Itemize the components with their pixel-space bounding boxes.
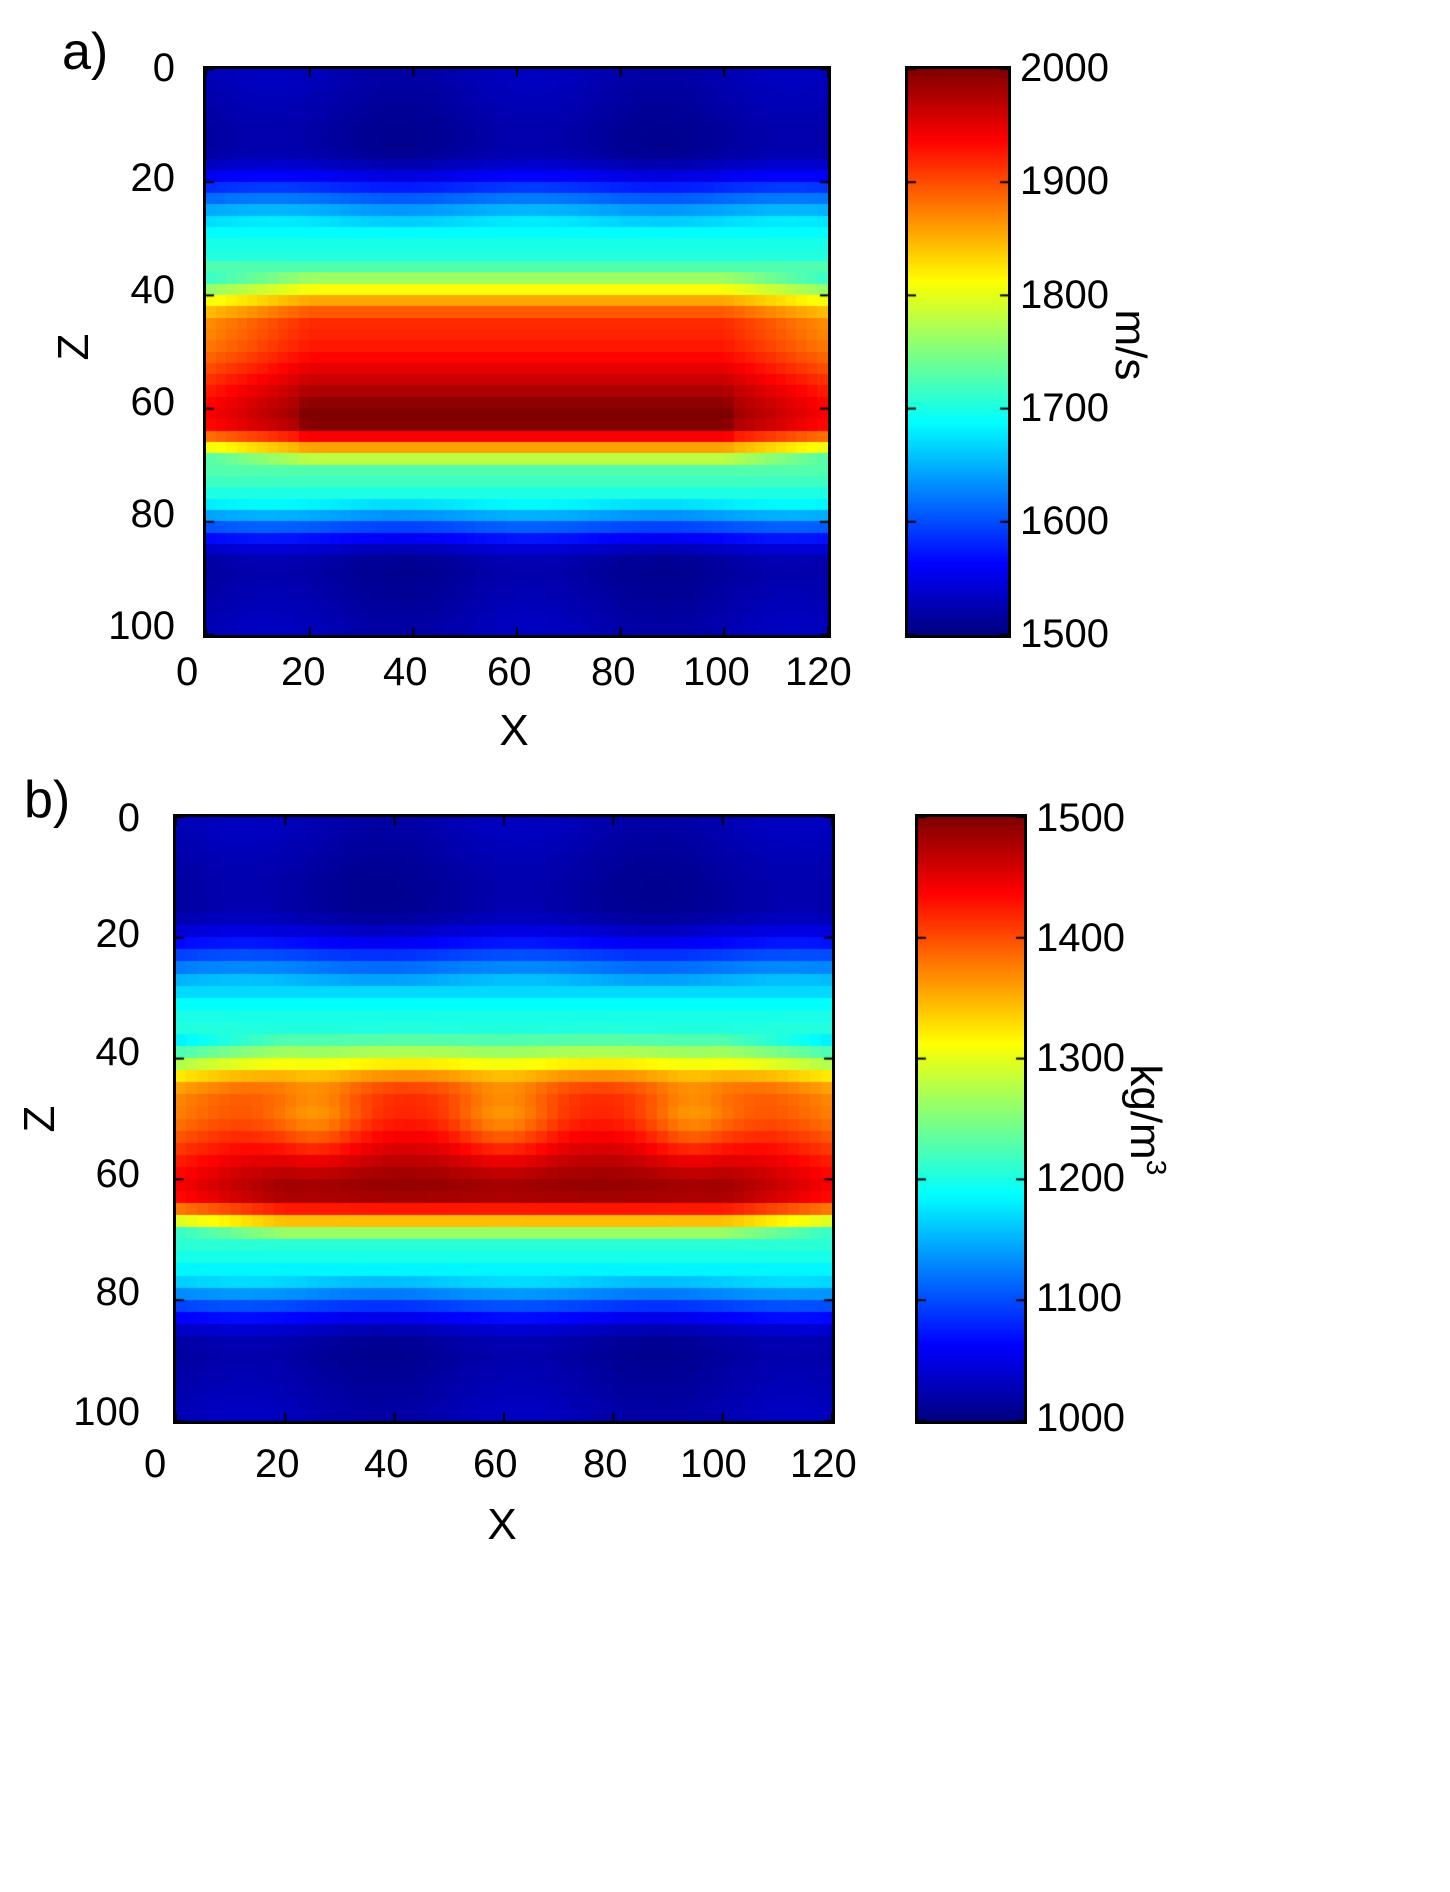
- y-tick-label: 60: [130, 380, 176, 424]
- panel-label-a: a): [62, 23, 109, 81]
- x-tick-label: 120: [785, 650, 852, 694]
- y-axis-title-b: Z: [15, 1105, 64, 1133]
- colorbar-tick-label: 1400: [1036, 916, 1125, 960]
- x-tick-label: 60: [487, 650, 532, 694]
- x-tick-label: 20: [255, 1442, 300, 1486]
- colorbar-title-superscript: 3: [1140, 1159, 1172, 1176]
- x-tick-label: 0: [176, 650, 199, 694]
- colorbar-tick-label: 1800: [1020, 273, 1109, 317]
- x-tick-label: 80: [583, 1442, 628, 1486]
- heatmap-b: [173, 814, 835, 1424]
- x-tick-label: 0: [144, 1442, 167, 1486]
- colorbar-title-a: m/s: [1106, 309, 1155, 381]
- colorbar-tick-label: 1000: [1036, 1396, 1125, 1440]
- x-tick-label: 120: [790, 1442, 857, 1486]
- y-tick-label: 100: [73, 1390, 140, 1434]
- x-tick-label: 20: [281, 650, 326, 694]
- panel-label-b: b): [24, 771, 71, 829]
- colorbar-tick-label: 1100: [1036, 1276, 1123, 1320]
- colorbar-title-b: kg/m3: [1120, 1050, 1172, 1190]
- y-tick-label: 60: [95, 1152, 141, 1196]
- colorbar-tick-label: 1300: [1036, 1036, 1125, 1080]
- y-tick-label: 40: [95, 1030, 141, 1074]
- x-tick-label: 60: [473, 1442, 518, 1486]
- y-tick-label: 100: [108, 604, 175, 648]
- colorbar-tick-label: 1900: [1020, 159, 1109, 203]
- y-tick-label: 40: [130, 268, 176, 312]
- x-axis-title-a: X: [499, 706, 529, 755]
- x-tick-label: 40: [364, 1442, 409, 1486]
- y-tick-label: 80: [95, 1270, 141, 1314]
- colorbar-tick-label: 1600: [1020, 499, 1109, 543]
- y-axis-title-a: Z: [49, 333, 98, 361]
- colorbar-tick-label: 1700: [1020, 386, 1109, 430]
- x-axis-title-b: X: [487, 1500, 517, 1549]
- colorbar-b: [915, 814, 1027, 1424]
- x-tick-label: 100: [680, 1442, 747, 1486]
- y-tick-label: 80: [130, 492, 176, 536]
- colorbar-a: [905, 66, 1011, 638]
- y-tick-label: 0: [117, 796, 140, 840]
- colorbar-tick-label: 1500: [1020, 612, 1109, 656]
- colorbar-tick-label: 1500: [1036, 796, 1125, 840]
- y-tick-label: 0: [152, 46, 175, 90]
- colorbar-tick-label: 2000: [1020, 46, 1109, 90]
- y-tick-label: 20: [130, 156, 176, 200]
- x-tick-label: 40: [383, 650, 428, 694]
- heatmap-a: [203, 66, 831, 638]
- x-tick-label: 100: [683, 650, 750, 694]
- x-tick-label: 80: [591, 650, 636, 694]
- colorbar-title-text: kg/m: [1121, 1064, 1171, 1160]
- y-tick-label: 20: [95, 912, 141, 956]
- colorbar-tick-label: 1200: [1036, 1156, 1125, 1200]
